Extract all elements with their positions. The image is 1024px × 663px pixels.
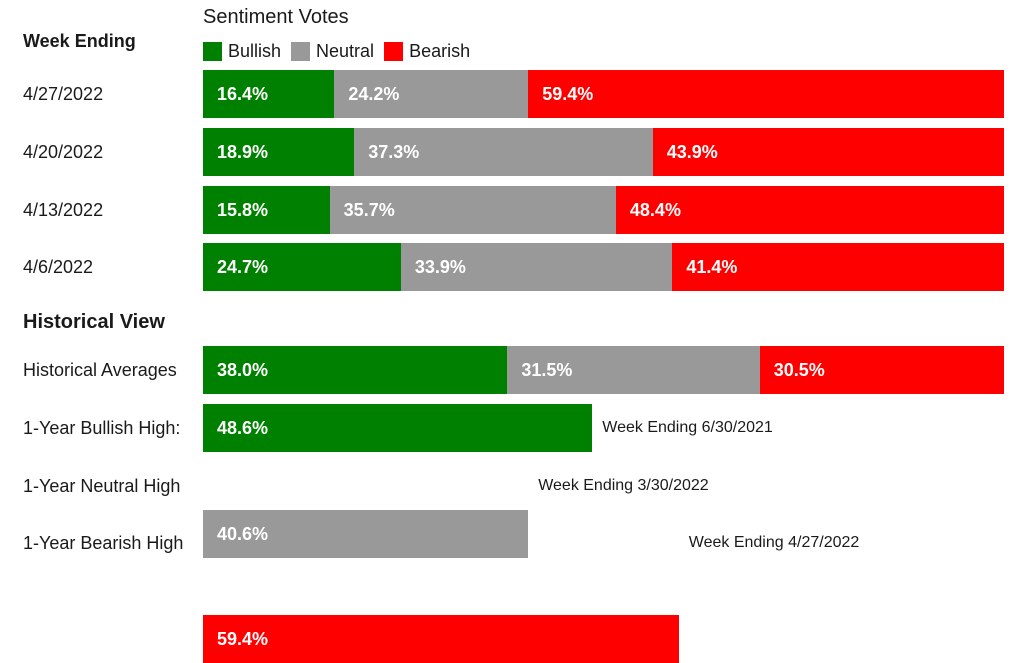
data-label-bullish: 38.0% — [217, 360, 269, 380]
week-ending-note: Week Ending 6/30/2021 — [602, 419, 773, 436]
bar-segment-neutral: 37.3% — [354, 128, 653, 176]
bar-bullish-high: 48.6% — [203, 404, 593, 452]
data-label-bearish: 30.5% — [773, 360, 825, 380]
weeks-bar: 24.7% 33.9% 41.4% — [203, 243, 1004, 291]
historical-row-label: 1-Year Bearish High — [23, 533, 184, 553]
bar-segment-neutral: 31.5% — [507, 346, 760, 394]
data-label-neutral: 40.6% — [217, 524, 269, 544]
legend-swatch-neutral — [291, 41, 311, 61]
weeks-row-label: 4/13/2022 — [23, 200, 104, 220]
weeks-bar: 18.9% 37.3% 43.9% — [203, 128, 1004, 176]
data-label-bearish: 59.4% — [542, 84, 594, 104]
historical-row-label: 1-Year Neutral High — [23, 476, 181, 496]
data-label-bearish: 59.4% — [217, 629, 269, 649]
data-label-neutral: 31.5% — [521, 360, 573, 380]
legend-item-neutral: Neutral — [291, 41, 374, 62]
data-label-neutral: 35.7% — [343, 200, 395, 220]
data-label-bearish: 48.4% — [629, 200, 681, 220]
data-label-bullish: 24.7% — [217, 257, 269, 277]
weeks-row-label: 4/20/2022 — [23, 142, 104, 162]
bar-segment-bullish: 38.0% — [203, 346, 508, 394]
legend-item-bearish: Bearish — [384, 41, 470, 62]
legend: Bullish Neutral Bearish — [203, 40, 480, 62]
bar-segment-neutral: 33.9% — [400, 243, 673, 291]
week-ending-note: Week Ending 4/27/2022 — [688, 534, 860, 551]
bar-segment-bearish: 48.4% — [615, 186, 1004, 234]
historical-view-title: Historical View — [23, 311, 165, 333]
legend-label-bearish: Bearish — [409, 40, 471, 61]
data-label-bullish: 15.8% — [217, 200, 269, 220]
historical-row-label: Historical Averages — [23, 360, 177, 380]
bar-segment-bearish: 59.4% — [528, 70, 1004, 118]
data-label-bullish: 18.9% — [217, 142, 269, 162]
historical-row-label: 1-Year Bullish High: — [23, 418, 181, 438]
bar-bearish-high: 59.4% — [203, 615, 679, 663]
data-label-neutral: 24.2% — [348, 84, 400, 104]
bar-segment-bullish: 16.4% — [203, 70, 335, 118]
week-ending-header: Week Ending — [23, 31, 136, 51]
weeks-row-label: 4/6/2022 — [23, 257, 94, 277]
data-label-neutral: 37.3% — [368, 142, 420, 162]
bar-segment-bearish: 41.4% — [672, 243, 1004, 291]
data-label-bullish: 16.4% — [217, 84, 269, 104]
weeks-row-label: 4/27/2022 — [23, 84, 104, 104]
legend-label-neutral: Neutral — [316, 40, 375, 61]
data-label-neutral: 33.9% — [414, 257, 466, 277]
legend-label-bullish: Bullish — [228, 40, 282, 61]
week-ending-note: Week Ending 3/30/2022 — [538, 477, 709, 494]
historical-bar: 38.0% 31.5% 30.5% — [203, 346, 1004, 394]
bar-segment-bearish: 43.9% — [652, 128, 1004, 176]
bar-segment-bearish: 30.5% — [759, 346, 1004, 394]
bar-segment-bullish: 24.7% — [203, 243, 401, 291]
weeks-bar: 15.8% 35.7% 48.4% — [203, 186, 1004, 234]
bar-segment-neutral: 24.2% — [334, 70, 529, 118]
bar-segment-neutral: 35.7% — [329, 186, 616, 234]
bar-segment-bullish: 18.9% — [203, 128, 355, 176]
legend-swatch-bullish — [203, 41, 222, 61]
legend-swatch-bearish — [384, 41, 404, 61]
data-label-bearish: 43.9% — [666, 142, 718, 162]
legend-title: Sentiment Votes — [203, 6, 349, 28]
bar-neutral-high: 40.6% — [203, 510, 529, 558]
weeks-bar: 16.4% 24.2% 59.4% — [203, 70, 1004, 118]
bar-segment-bullish: 15.8% — [203, 186, 330, 234]
data-label-bullish: 48.6% — [217, 418, 269, 438]
data-label-bearish: 41.4% — [686, 257, 738, 277]
legend-item-bullish: Bullish — [203, 41, 281, 62]
